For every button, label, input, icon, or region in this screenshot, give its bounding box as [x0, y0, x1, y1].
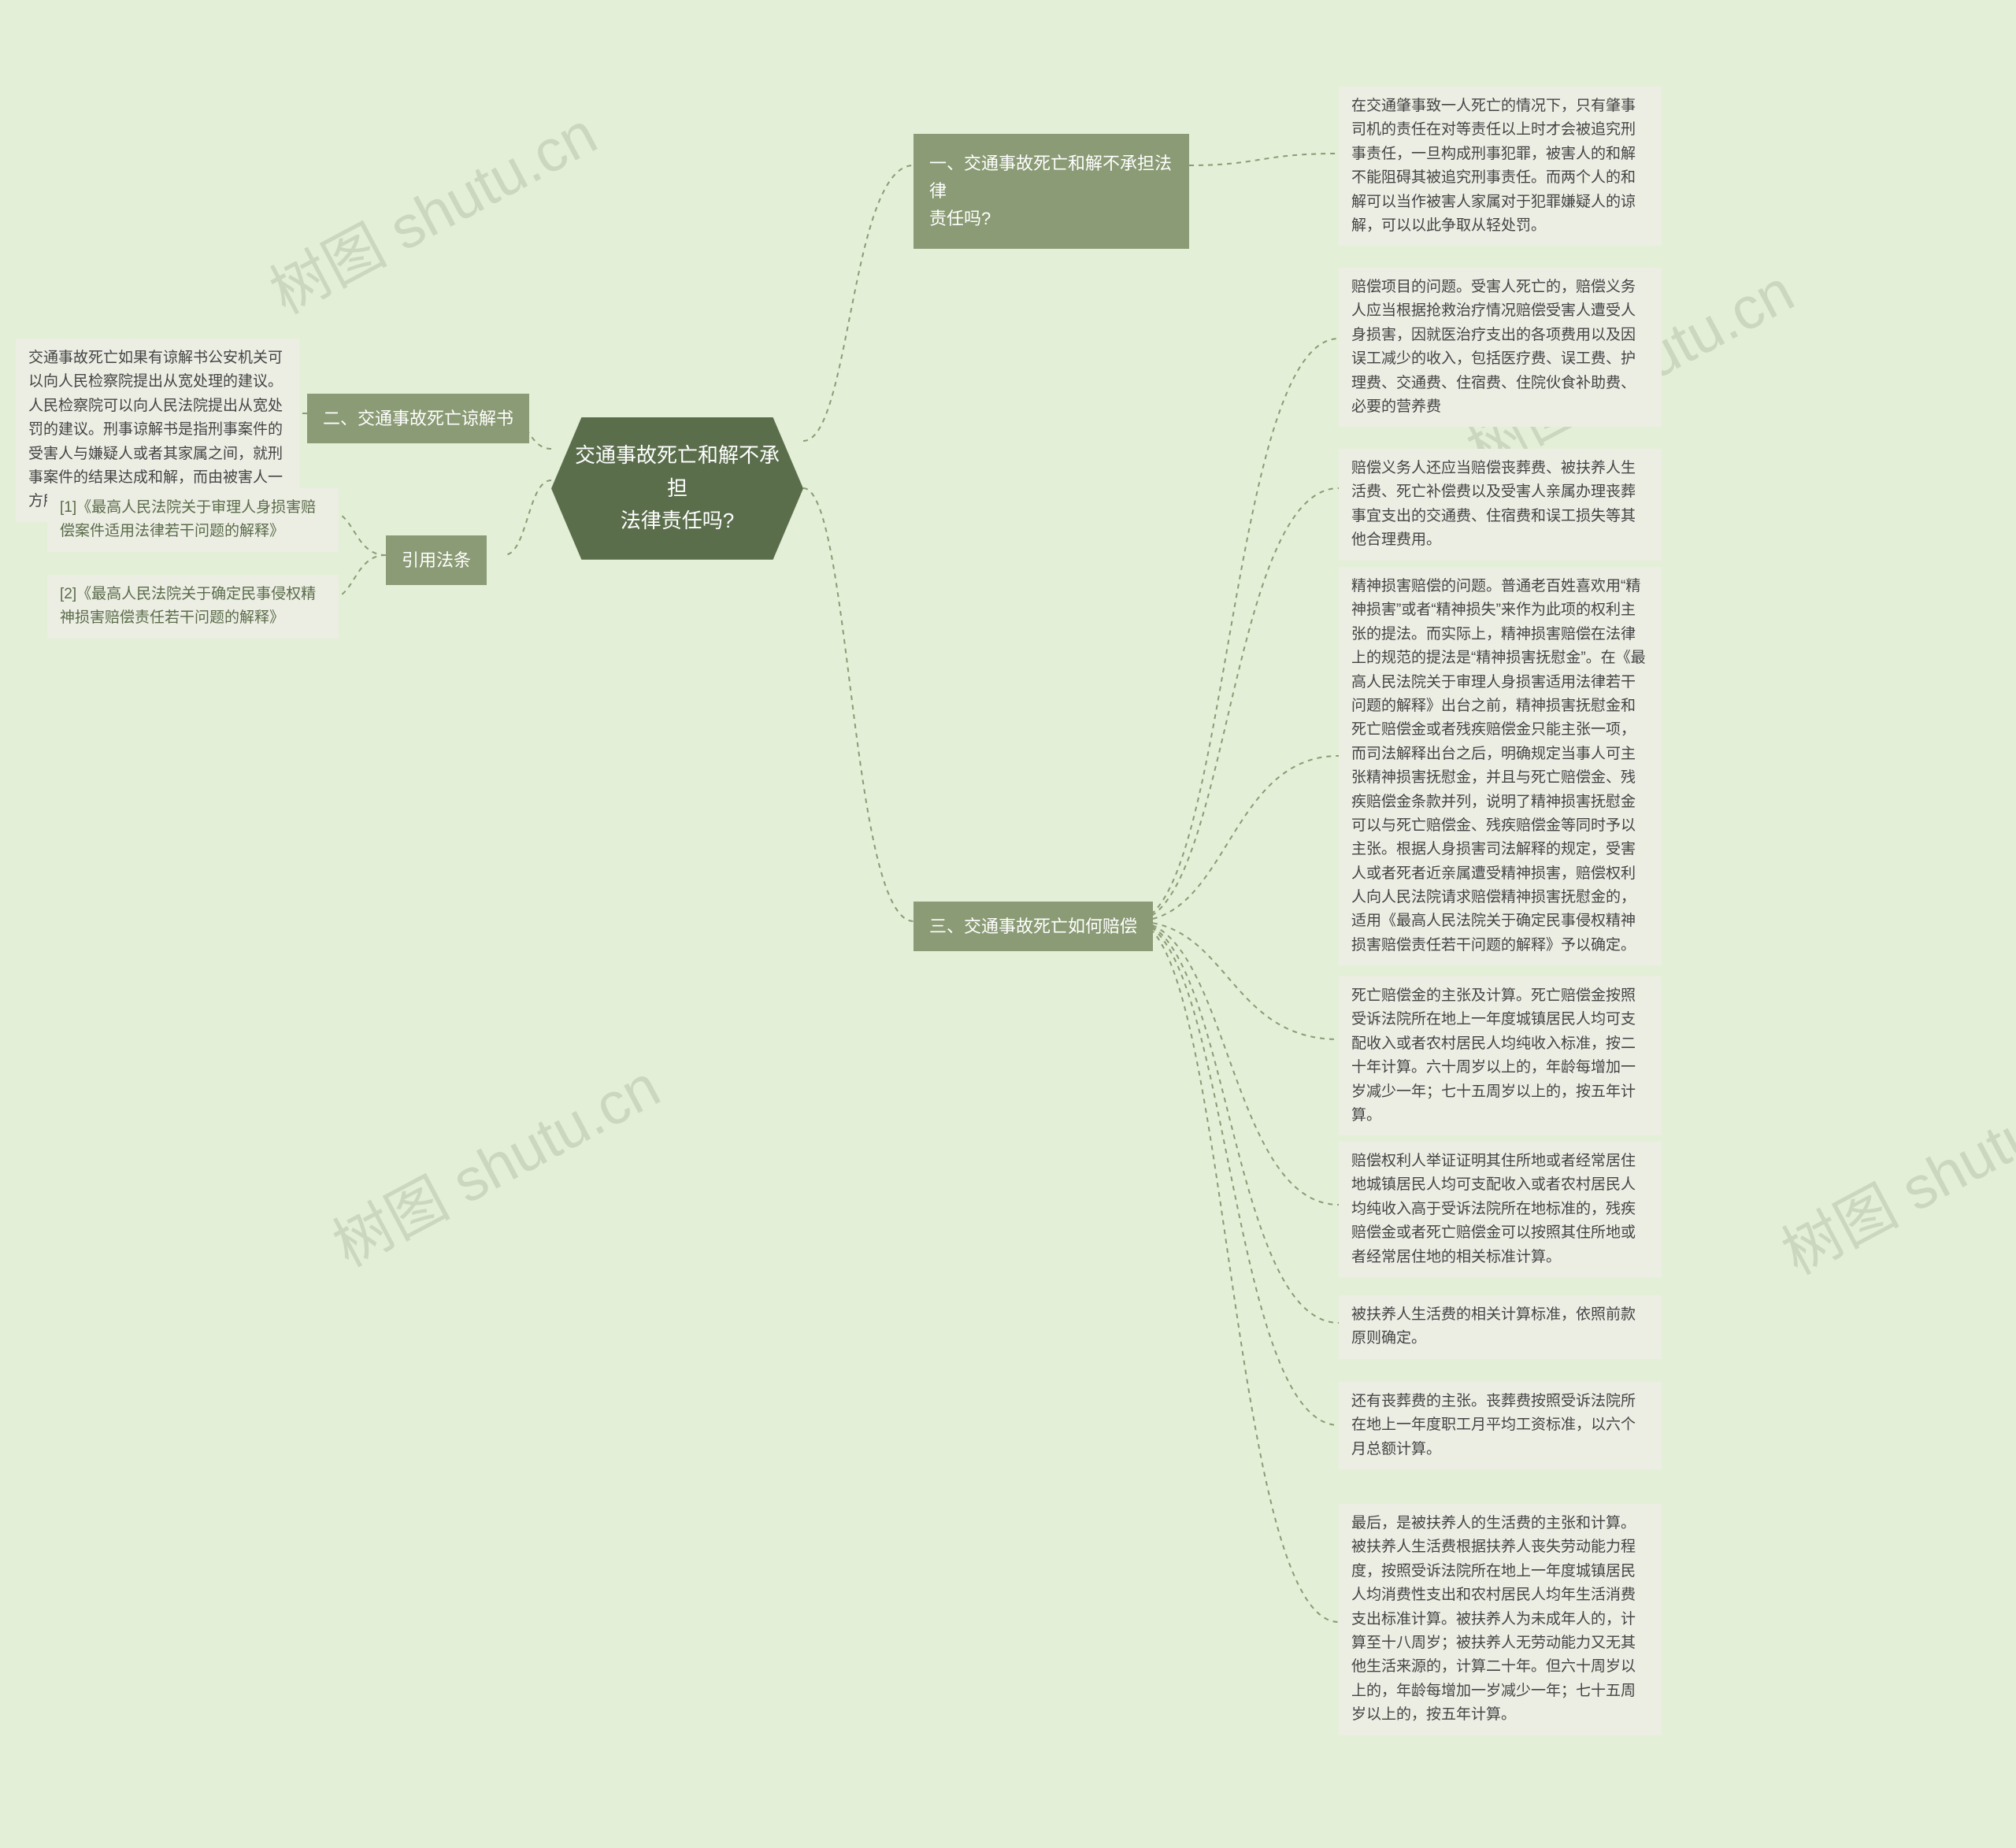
- leaf-b1-1: 在交通肇事致一人死亡的情况下，只有肇事司机的责任在对等责任以上时才会被追究刑事责…: [1339, 87, 1662, 246]
- leaf-b4-a: [1]《最高人民法院关于审理人身损害赔偿案件适用法律若干问题的解释》: [47, 488, 339, 552]
- leaf-b3-f: 被扶养人生活费的相关计算标准，依照前款原则确定。: [1339, 1295, 1662, 1359]
- leaf-b3-e: 赔偿权利人举证证明其住所地或者经常居住地城镇居民人均可支配收入或者农村居民人均纯…: [1339, 1142, 1662, 1277]
- branch-4[interactable]: 引用法条: [386, 535, 487, 585]
- branch-3[interactable]: 三、交通事故死亡如何赔偿: [914, 902, 1153, 951]
- branch-1-l2: 责任吗?: [929, 205, 1173, 232]
- root-line2: 法律责任吗?: [570, 505, 784, 538]
- branch-2[interactable]: 二、交通事故死亡谅解书: [307, 394, 529, 443]
- watermark: 树图 shutu.cn: [1765, 1047, 2016, 1291]
- leaf-b3-a: 赔偿项目的问题。受害人死亡的，赔偿义务人应当根据抢救治疗情况赔偿受害人遭受人身损…: [1339, 268, 1662, 427]
- leaf-b3-c: 精神损害赔偿的问题。普通老百姓喜欢用“精神损害”或者“精神损失”来作为此项的权利…: [1339, 567, 1662, 965]
- leaf-b4-b: [2]《最高人民法院关于确定民事侵权精神损害赔偿责任若干问题的解释》: [47, 575, 339, 639]
- leaf-b3-d: 死亡赔偿金的主张及计算。死亡赔偿金按照受诉法院所在地上一年度城镇居民人均可支配收…: [1339, 976, 1662, 1135]
- branch-1-l1: 一、交通事故死亡和解不承担法律: [929, 150, 1173, 205]
- leaf-b3-h: 最后，是被扶养人的生活费的主张和计算。被扶养人生活费根据扶养人丧失劳动能力程度，…: [1339, 1504, 1662, 1735]
- root-node[interactable]: 交通事故死亡和解不承担 法律责任吗?: [551, 417, 803, 560]
- root-line1: 交通事故死亡和解不承担: [570, 439, 784, 505]
- watermark: 树图 shutu.cn: [253, 87, 609, 331]
- leaf-b3-b: 赔偿义务人还应当赔偿丧葬费、被扶养人生活费、死亡补偿费以及受害人亲属办理丧葬事宜…: [1339, 449, 1662, 561]
- mindmap-canvas: 树图 shutu.cn 树图 shutu.cn 树图 shutu.cn 树图 s…: [0, 0, 2016, 1848]
- leaf-b3-g: 还有丧葬费的主张。丧葬费按照受诉法院所在地上一年度职工月平均工资标准，以六个月总…: [1339, 1382, 1662, 1469]
- watermark: 树图 shutu.cn: [316, 1039, 672, 1283]
- branch-1[interactable]: 一、交通事故死亡和解不承担法律 责任吗?: [914, 134, 1189, 249]
